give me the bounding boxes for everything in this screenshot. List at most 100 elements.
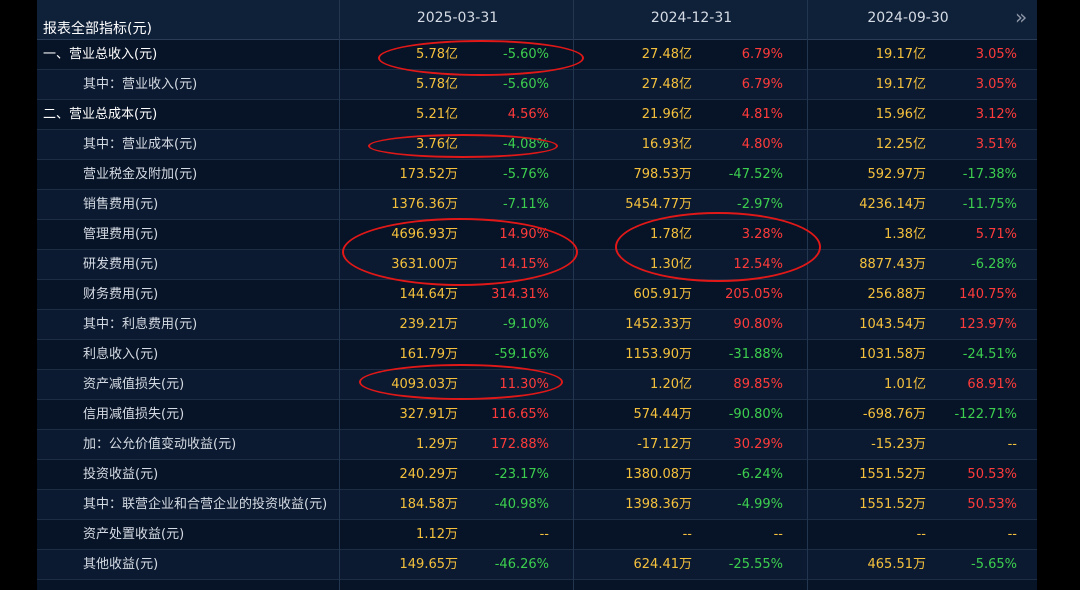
period-header-2[interactable]: 2024-12-31 [650,10,733,26]
cell-value: 4696.93万 [391,227,458,242]
cell-value: 144.64万 [399,287,459,302]
table-row[interactable]: 利息收入(元) 161.79万 -59.16% 1153.90万 -31.88% 1031… [37,340,1037,370]
cell-change: -122.71% [954,407,1017,422]
row-label: 资产减值损失(元) [83,377,185,392]
cell-value: 4093.03万 [391,377,458,392]
table-row[interactable]: 资产处置收益(元) 1.12万 -- -- -- -- -- [37,520,1037,550]
table-row[interactable]: 财务费用(元) 144.64万 314.31% 605.91万 205.05% 256.8… [37,280,1037,310]
cell-value: 21.96亿 [641,107,692,122]
cell-value: 1551.52万 [859,497,926,512]
table-row[interactable]: 一、营业总收入(元) 5.78亿 -5.60% 27.48亿 6.79% 19.17亿 3.… [37,40,1037,70]
cell-change: -4.08% [503,137,549,152]
cell-value: 16.93亿 [641,137,692,152]
table-row[interactable]: 销售费用(元) 1376.36万 -7.11% 5454.77万 -2.97% 4236.… [37,190,1037,220]
cell-value: 1.29万 [416,437,458,452]
cell-change: 3.51% [975,137,1017,152]
table-row[interactable]: 其中：营业成本(元) 3.76亿 -4.08% 16.93亿 4.80% 12.25亿 3.… [37,130,1037,160]
cell-change: -5.65% [971,557,1017,572]
cell-value: 1551.52万 [859,467,926,482]
cell-value: 4236.14万 [859,197,926,212]
row-label: 利息收入(元) [83,347,159,362]
cell-value: 240.29万 [399,467,459,482]
cell-value: 1.12万 [416,527,458,542]
cell-change: -59.16% [494,347,549,362]
cell-value: 605.91万 [633,287,693,302]
cell-value: 1043.54万 [859,317,926,332]
cell-change: 12.54% [733,257,783,272]
double-chevron-right-icon[interactable]: » [1015,5,1028,29]
cell-value: 592.97万 [867,167,927,182]
cell-value: 1380.08万 [625,467,692,482]
cell-value: 256.88万 [867,287,927,302]
cell-change: 30.29% [733,437,783,452]
cell-change: -6.24% [737,467,783,482]
table-row[interactable]: 研发费用(元) 3631.00万 14.15% 1.30亿 12.54% 8877.43万… [37,250,1037,280]
row-label: 其中：营业成本(元) [83,137,198,152]
cell-change: -- [1007,527,1017,542]
cell-value: 1.38亿 [884,227,926,242]
cell-change: -90.80% [728,407,783,422]
table-row[interactable]: 其他收益(元) 149.65万 -46.26% 624.41万 -25.55% 465.5… [37,550,1037,580]
cell-change: 205.05% [725,287,783,302]
table-row[interactable]: 其中：利息费用(元) 239.21万 -9.10% 1452.33万 90.80% 104… [37,310,1037,340]
cell-change: 50.53% [967,467,1017,482]
cell-value: 3631.00万 [391,257,458,272]
cell-change: 314.31% [491,287,549,302]
cell-value: 1.01亿 [884,377,926,392]
table-header: 报表全部指标(元) 2025-03-31 2024-12-31 2024-09-… [37,0,1037,40]
row-label: 投资收益(元) [83,467,159,482]
cell-change: -- [773,527,783,542]
cell-value: 1398.36万 [625,497,692,512]
table-row[interactable]: 投资收益(元) 240.29万 -23.17% 1380.08万 -6.24% 1551.… [37,460,1037,490]
cell-value: 327.91万 [399,407,459,422]
table-row[interactable]: 资产减值损失(元) 4093.03万 11.30% 1.20亿 89.85% 1.01亿 6… [37,370,1037,400]
cell-change: -47.52% [728,167,783,182]
cell-change: 4.56% [507,107,549,122]
table-row[interactable]: 二、营业总成本(元) 5.21亿 4.56% 21.96亿 4.81% 15.96亿 3.1… [37,100,1037,130]
cell-value: -- [682,527,692,542]
table-row[interactable]: 加：公允价值变动收益(元) 1.29万 172.88% -17.12万 30.29% -1… [37,430,1037,460]
table-row[interactable]: 营业税金及附加(元) 173.52万 -5.76% 798.53万 -47.52% 592… [37,160,1037,190]
row-label: 其中：营业收入(元) [83,77,198,92]
cell-change: 3.05% [975,47,1017,62]
row-label: 销售费用(元) [83,197,159,212]
table-row[interactable]: 其中：联营企业和合营企业的投资收益(元) 184.58万 -40.98% 1398.3… [37,490,1037,520]
table-row[interactable]: 其中：营业收入(元) 5.78亿 -5.60% 27.48亿 6.79% 19.17亿 3.… [37,70,1037,100]
cell-value: 19.17亿 [875,77,926,92]
row-label: 其中：联营企业和合营企业的投资收益(元) [83,497,328,512]
cell-change: -17.38% [962,167,1017,182]
cell-change: 11.30% [499,377,549,392]
row-label: 营业税金及附加(元) [83,167,198,182]
table-row[interactable]: 管理费用(元) 4696.93万 14.90% 1.78亿 3.28% 1.38亿 5.71… [37,220,1037,250]
cell-value: 1376.36万 [391,197,458,212]
table-row[interactable]: 信用减值损失(元) 327.91万 116.65% 574.44万 -90.80% -69… [37,400,1037,430]
cell-change: -- [539,527,549,542]
column-divider [807,0,808,590]
cell-value: 624.41万 [633,557,693,572]
period-header-1[interactable]: 2025-03-31 [416,10,499,26]
cell-value: 149.65万 [399,557,459,572]
cell-change: -5.60% [503,77,549,92]
cell-value: 5.78亿 [416,77,458,92]
cell-change: 6.79% [741,47,783,62]
cell-value: 239.21万 [399,317,459,332]
row-label: 信用减值损失(元) [83,407,185,422]
header-title: 报表全部指标(元) [43,21,152,37]
cell-value: 5.78亿 [416,47,458,62]
cell-value: 161.79万 [399,347,459,362]
cell-change: -5.60% [503,47,549,62]
cell-value: 1.20亿 [650,377,692,392]
cell-change: 4.80% [741,137,783,152]
cell-value: 465.51万 [867,557,927,572]
row-label: 财务费用(元) [83,287,159,302]
period-header-3[interactable]: 2024-09-30 [867,10,949,26]
cell-value: -698.76万 [862,407,926,422]
cell-change: 68.91% [967,377,1017,392]
cell-change: -- [1007,437,1017,452]
cell-change: -2.97% [737,197,783,212]
cell-change: 123.97% [959,317,1017,332]
cell-change: -40.98% [494,497,549,512]
cell-value: 798.53万 [633,167,693,182]
cell-value: 1.78亿 [650,227,692,242]
cell-change: 140.75% [959,287,1017,302]
